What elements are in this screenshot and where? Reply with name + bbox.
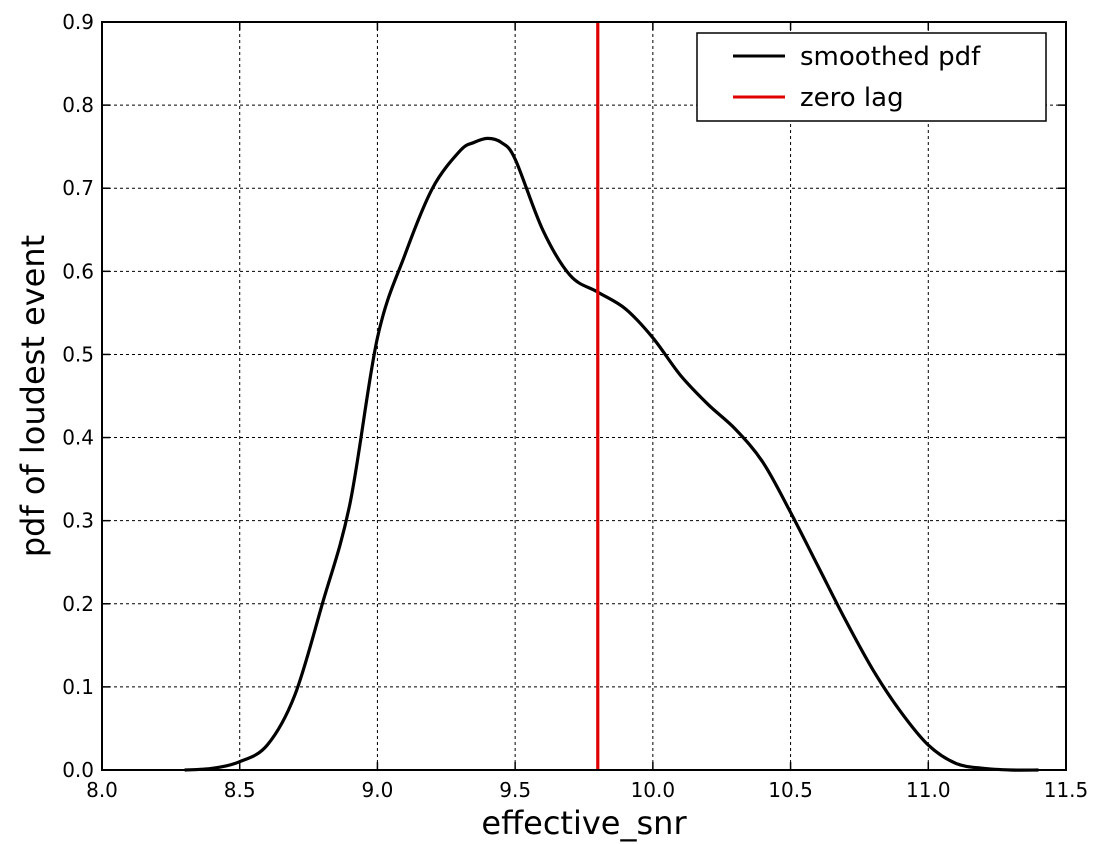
legend-box — [696, 32, 1047, 122]
x-tick-label: 9.5 — [499, 778, 531, 802]
y-tick-label: 0.9 — [62, 10, 94, 34]
y-tick-label: 0.4 — [62, 426, 94, 450]
plot-area — [184, 22, 1039, 772]
series-line-smoothed-pdf — [184, 136, 1039, 772]
x-tick-label: 10.5 — [768, 778, 813, 802]
axes-frame — [101, 21, 1067, 771]
y-tick-label: 0.0 — [62, 758, 94, 782]
y-tick-label: 0.6 — [62, 259, 94, 283]
y-tick-label: 0.2 — [62, 592, 94, 616]
y-tick-label: 0.1 — [62, 675, 94, 699]
y-tick-label: 0.7 — [62, 176, 94, 200]
x-tick-label: 9.0 — [362, 778, 394, 802]
y-tick-labels: 0.0 0.1 0.2 0.3 0.4 0.5 0.6 0.7 0.8 0.9 — [62, 10, 94, 782]
y-tick-label: 0.8 — [62, 93, 94, 117]
x-tick-label: 10.0 — [631, 778, 676, 802]
x-tick-label: 11.5 — [1044, 778, 1089, 802]
grid — [102, 22, 1066, 770]
y-tick-label: 0.3 — [62, 509, 94, 533]
x-tick-labels: 8.0 8.5 9.0 9.5 10.0 10.5 11.0 11.5 — [86, 778, 1088, 802]
x-tick-label: 8.0 — [86, 778, 118, 802]
x-axis-label: effective_snr — [481, 804, 687, 842]
x-tick-label: 8.5 — [224, 778, 256, 802]
y-axis-label: pdf of loudest event — [14, 235, 52, 557]
legend-label-smoothed-pdf: smoothed pdf — [800, 42, 981, 72]
legend: smoothed pdf zero lag — [696, 32, 1047, 122]
legend-label-zero-lag: zero lag — [800, 83, 904, 113]
y-tick-label: 0.5 — [62, 342, 94, 366]
x-tick-label: 11.0 — [906, 778, 951, 802]
ticks — [101, 21, 1067, 771]
